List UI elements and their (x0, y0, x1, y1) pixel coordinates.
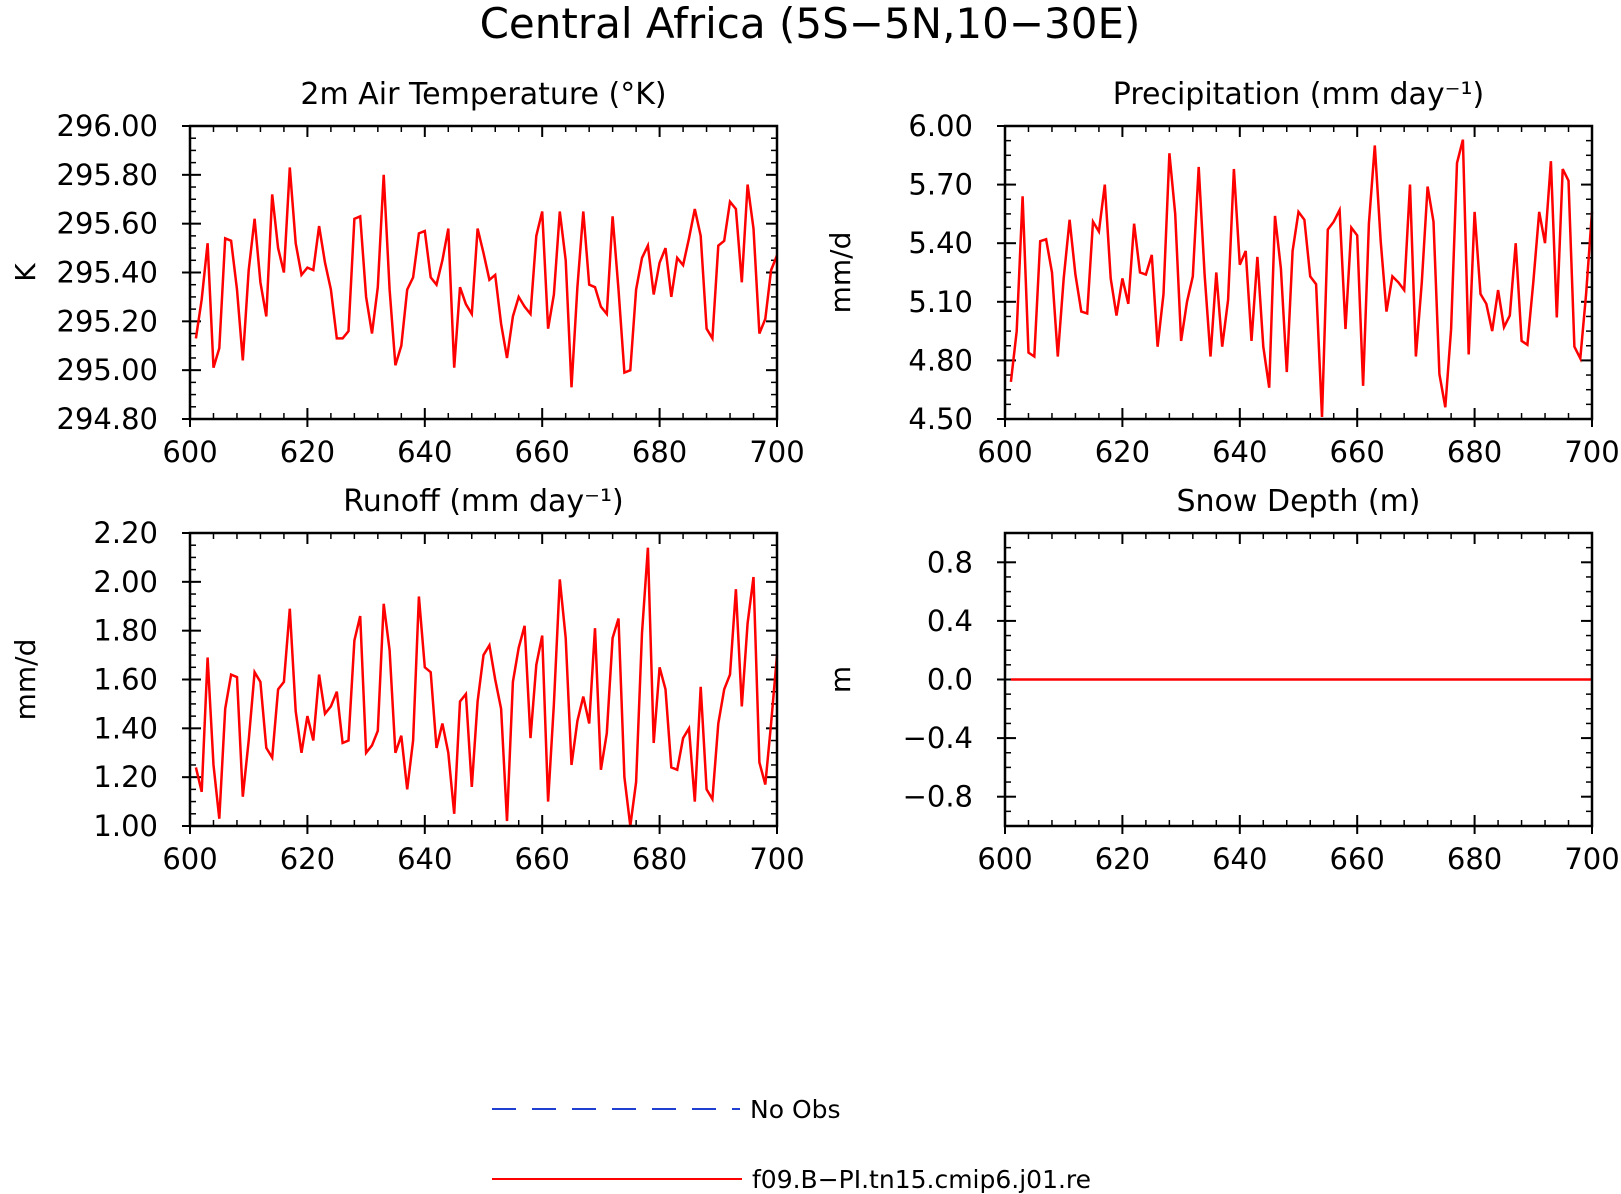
y-tick-label: −0.4 (903, 721, 973, 755)
y-tick-label: 6.00 (908, 109, 973, 143)
plot-frame (188, 531, 779, 828)
x-tick-label: 660 (1330, 435, 1385, 469)
y-tick-label: 295.80 (57, 158, 158, 192)
y-tick-label: 294.80 (57, 402, 158, 436)
chart-title: Precipitation (mm day⁻¹) (1113, 77, 1484, 112)
y-tick-label: 295.00 (57, 353, 158, 387)
chart-panel-4: Snow Depth (m) m 600 620 640 660 680 700 −0.8 −0.… (824, 484, 1620, 876)
y-tick-label: 1.80 (93, 614, 158, 648)
x-tick-label: 700 (1564, 842, 1619, 876)
chart-panel-1: 2m Air Temperature (°K) K 600 620 640 660 680 7… (9, 77, 805, 469)
y-tick-label: 1.00 (93, 809, 158, 843)
legend-label-model: f09.B−PI.tn15.cmip6.j01.re (752, 1165, 1091, 1194)
x-tick-label: 620 (1095, 435, 1150, 469)
y-tick-label: 5.40 (908, 226, 973, 260)
x-tick-label: 640 (397, 435, 452, 469)
x-tick-label: 640 (1212, 435, 1267, 469)
chart-panel-3: Runoff (mm day⁻¹) mm/d 600 620 640 660 680 700 1… (9, 484, 805, 876)
y-tick-label: −0.8 (903, 780, 973, 814)
x-tick-label: 600 (162, 842, 217, 876)
y-tick-label: 295.20 (57, 304, 158, 338)
x-tick-label: 700 (1564, 435, 1619, 469)
x-tick-label: 680 (632, 435, 687, 469)
series-line (194, 167, 779, 388)
series-line (194, 547, 779, 827)
chart-panel-2: Precipitation (mm day⁻¹) mm/d 600 620 640 660… (824, 77, 1620, 469)
x-tick-label: 660 (1330, 842, 1385, 876)
y-tick-label: 295.40 (57, 256, 158, 290)
chart-title: 2m Air Temperature (°K) (300, 77, 666, 112)
y-tick-label: 2.00 (93, 565, 158, 599)
plot-frame (188, 124, 779, 421)
x-tick-label: 660 (515, 435, 570, 469)
y-tick-label: 0.8 (927, 545, 973, 579)
x-tick-label: 620 (280, 842, 335, 876)
y-axis-label: K (9, 263, 42, 282)
y-tick-label: 0.4 (927, 604, 973, 638)
y-tick-label: 0.0 (927, 663, 973, 697)
x-tick-label: 620 (280, 435, 335, 469)
x-tick-label: 600 (162, 435, 217, 469)
series-line (1009, 139, 1594, 418)
x-tick-label: 700 (749, 842, 804, 876)
y-tick-label: 1.40 (93, 711, 158, 745)
x-tick-label: 620 (1095, 842, 1150, 876)
plot-frame (1003, 124, 1594, 421)
y-tick-label: 4.50 (908, 402, 973, 436)
x-tick-label: 680 (1447, 842, 1502, 876)
y-axis-label: mm/d (9, 639, 42, 721)
y-tick-label: 296.00 (57, 109, 158, 143)
x-tick-label: 700 (749, 435, 804, 469)
x-tick-label: 660 (515, 842, 570, 876)
x-tick-label: 680 (632, 842, 687, 876)
x-tick-label: 600 (977, 435, 1032, 469)
x-tick-label: 640 (1212, 842, 1267, 876)
x-tick-label: 680 (1447, 435, 1502, 469)
legend: No Obs f09.B−PI.tn15.cmip6.j01.re (492, 1095, 1091, 1194)
y-tick-label: 5.70 (908, 168, 973, 202)
chart-title: Snow Depth (m) (1176, 484, 1420, 519)
x-tick-label: 600 (977, 842, 1032, 876)
page-title: Central Africa (5S−5N,10−30E) (480, 0, 1141, 48)
y-tick-label: 2.20 (93, 516, 158, 550)
plot-frame (1003, 531, 1594, 828)
y-axis-label: mm/d (824, 232, 857, 314)
y-axis-label: m (824, 666, 857, 693)
y-tick-label: 4.80 (908, 343, 973, 377)
y-tick-label: 1.20 (93, 760, 158, 794)
chart-title: Runoff (mm day⁻¹) (343, 484, 624, 519)
panels: 2m Air Temperature (°K) K 600 620 640 660 680 7… (9, 77, 1620, 876)
y-tick-label: 5.10 (908, 285, 973, 319)
legend-label-no-obs: No Obs (750, 1095, 841, 1124)
y-tick-label: 295.60 (57, 207, 158, 241)
x-tick-label: 640 (397, 842, 452, 876)
y-tick-label: 1.60 (93, 663, 158, 697)
